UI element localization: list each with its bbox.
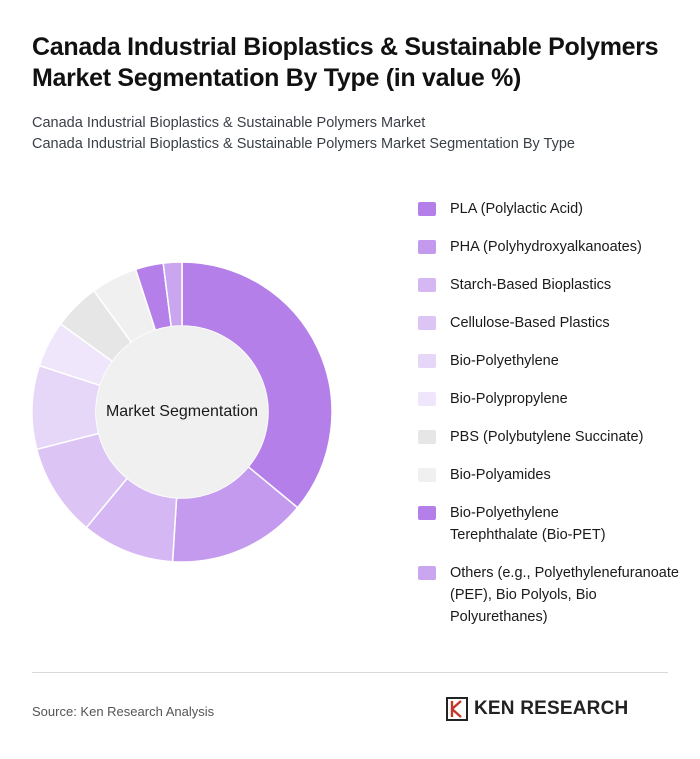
legend-label: Bio-Polyethylene: [450, 353, 559, 369]
legend-item: Starch-Based Bioplastics: [418, 274, 688, 296]
legend-swatch: [418, 430, 436, 444]
brand-name: KEN RESEARCH: [474, 698, 629, 719]
ken-research-logo: KEN RESEARCH: [446, 697, 628, 721]
legend-item: Bio-Polypropylene: [418, 388, 688, 410]
legend-item: Cellulose-Based Plastics: [418, 312, 688, 334]
legend-item: PLA (Polylactic Acid): [418, 198, 688, 220]
donut-chart: [31, 261, 333, 563]
donut-center-label: Market Segmentation: [105, 403, 259, 420]
legend-swatch: [418, 316, 436, 330]
chart-title: Canada Industrial Bioplastics & Sustaina…: [32, 32, 672, 94]
legend-item: PHA (Polyhydroxyalkanoates): [418, 236, 688, 258]
source-note: Source: Ken Research Analysis: [32, 704, 215, 719]
chart-title-line-2: Market Segmentation By Type (in value %): [32, 64, 522, 92]
legend-item: Bio-Polyethylene: [418, 350, 688, 372]
legend-label: Others (e.g., Polyethylenefuranoate (PEF…: [450, 565, 679, 625]
legend-item: Bio-Polyethylene Terephthalate (Bio-PET): [418, 502, 688, 546]
legend-label: Bio-Polyethylene Terephthalate (Bio-PET): [450, 505, 606, 543]
legend-label: Cellulose-Based Plastics: [450, 315, 610, 331]
legend-swatch: [418, 202, 436, 216]
legend-swatch: [418, 278, 436, 292]
legend-label: PBS (Polybutylene Succinate): [450, 429, 644, 445]
legend-label: PLA (Polylactic Acid): [450, 201, 583, 217]
legend-label: Bio-Polyamides: [450, 467, 551, 483]
legend-label: PHA (Polyhydroxyalkanoates): [450, 239, 642, 255]
chart-legend: PLA (Polylactic Acid) PHA (Polyhydroxyalk…: [418, 198, 688, 644]
legend-item: Bio-Polyamides: [418, 464, 688, 486]
ken-research-logo-mark: [446, 697, 468, 721]
legend-item: Others (e.g., Polyethylenefuranoate (PEF…: [418, 562, 688, 628]
legend-swatch: [418, 468, 436, 482]
legend-swatch: [418, 240, 436, 254]
legend-swatch: [418, 506, 436, 520]
legend-swatch: [418, 354, 436, 368]
footer-divider: [32, 672, 668, 673]
chart-title-line-1: Canada Industrial Bioplastics & Sustaina…: [32, 33, 659, 61]
legend-label: Bio-Polypropylene: [450, 391, 568, 407]
legend-label: Starch-Based Bioplastics: [450, 277, 612, 293]
chart-area: Market Segmentation PLA (Polylactic Acid…: [0, 170, 700, 650]
legend-swatch: [418, 392, 436, 406]
donut-hole: [96, 326, 268, 498]
legend-swatch: [418, 566, 436, 580]
chart-subtitle: Canada Industrial Bioplastics & Sustaina…: [32, 113, 672, 155]
chart-subtitle-line-2: Canada Industrial Bioplastics & Sustaina…: [32, 136, 575, 152]
chart-subtitle-line-1: Canada Industrial Bioplastics & Sustaina…: [32, 115, 426, 131]
legend-item: PBS (Polybutylene Succinate): [418, 426, 688, 448]
